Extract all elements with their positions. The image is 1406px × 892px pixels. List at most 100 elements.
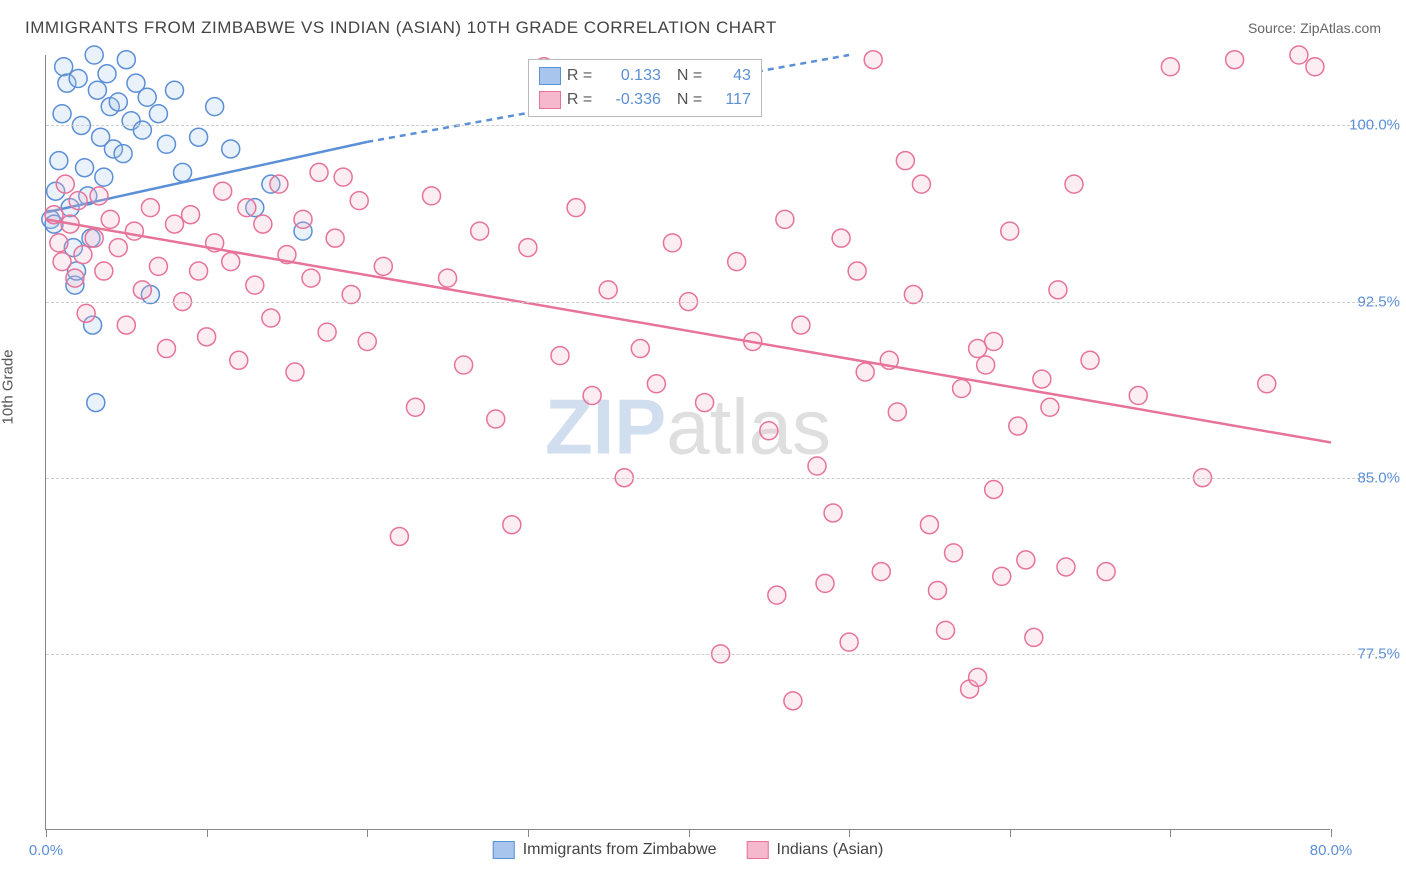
x-tick-label: 0.0% bbox=[29, 842, 63, 859]
data-point bbox=[1306, 58, 1324, 76]
legend-stat-row: R = -0.336 N = 117 bbox=[539, 88, 751, 112]
data-point bbox=[350, 192, 368, 210]
data-point bbox=[50, 234, 68, 252]
data-point bbox=[206, 98, 224, 116]
data-point bbox=[90, 187, 108, 205]
data-point bbox=[599, 281, 617, 299]
data-point bbox=[969, 340, 987, 358]
legend-swatch bbox=[539, 91, 561, 109]
data-point bbox=[471, 222, 489, 240]
data-point bbox=[776, 210, 794, 228]
data-point bbox=[920, 516, 938, 534]
data-point bbox=[358, 333, 376, 351]
legend-label: Indians (Asian) bbox=[777, 841, 884, 859]
data-point bbox=[77, 304, 95, 322]
data-point bbox=[945, 544, 963, 562]
data-point bbox=[840, 633, 858, 651]
data-point bbox=[1097, 563, 1115, 581]
data-point bbox=[166, 215, 184, 233]
data-point bbox=[334, 168, 352, 186]
stat-n-value: 117 bbox=[711, 91, 751, 109]
stat-n-label: N = bbox=[677, 67, 705, 85]
data-point bbox=[912, 175, 930, 193]
data-point bbox=[149, 105, 167, 123]
data-point bbox=[1226, 51, 1244, 69]
stat-n-label: N = bbox=[677, 91, 705, 109]
data-point bbox=[69, 192, 87, 210]
data-point bbox=[551, 347, 569, 365]
data-point bbox=[109, 239, 127, 257]
data-point bbox=[519, 239, 537, 257]
data-point bbox=[1081, 351, 1099, 369]
data-point bbox=[832, 229, 850, 247]
data-point bbox=[937, 621, 955, 639]
data-point bbox=[174, 163, 192, 181]
data-point bbox=[246, 276, 264, 294]
data-point bbox=[286, 363, 304, 381]
x-tick bbox=[207, 829, 208, 837]
data-point bbox=[406, 398, 424, 416]
data-point bbox=[374, 257, 392, 275]
data-point bbox=[583, 387, 601, 405]
stat-r-label: R = bbox=[567, 91, 595, 109]
chart-title: IMMIGRANTS FROM ZIMBABWE VS INDIAN (ASIA… bbox=[25, 18, 777, 38]
data-point bbox=[138, 88, 156, 106]
data-point bbox=[69, 69, 87, 87]
data-point bbox=[88, 81, 106, 99]
data-point bbox=[85, 46, 103, 64]
data-point bbox=[977, 356, 995, 374]
data-point bbox=[141, 199, 159, 217]
x-tick bbox=[1170, 829, 1171, 837]
data-point bbox=[190, 262, 208, 280]
data-point bbox=[270, 175, 288, 193]
data-point bbox=[166, 81, 184, 99]
data-point bbox=[455, 356, 473, 374]
data-point bbox=[190, 128, 208, 146]
data-point bbox=[487, 410, 505, 428]
data-point bbox=[310, 163, 328, 181]
legend-bottom: Immigrants from ZimbabweIndians (Asian) bbox=[493, 841, 884, 859]
data-point bbox=[864, 51, 882, 69]
legend-stat-row: R =0.133N =43 bbox=[539, 64, 751, 88]
data-point bbox=[1057, 558, 1075, 576]
chart-svg bbox=[46, 55, 1331, 830]
data-point bbox=[423, 187, 441, 205]
data-point bbox=[896, 152, 914, 170]
data-point bbox=[848, 262, 866, 280]
data-point bbox=[326, 229, 344, 247]
data-point bbox=[74, 246, 92, 264]
data-point bbox=[66, 269, 84, 287]
data-point bbox=[1161, 58, 1179, 76]
gridline-h bbox=[46, 654, 1375, 655]
data-point bbox=[567, 199, 585, 217]
stat-r-label: R = bbox=[567, 67, 595, 85]
data-point bbox=[1049, 281, 1067, 299]
data-point bbox=[1290, 46, 1308, 64]
legend-swatch bbox=[539, 67, 561, 85]
data-point bbox=[101, 210, 119, 228]
data-point bbox=[993, 567, 1011, 585]
data-point bbox=[663, 234, 681, 252]
data-point bbox=[1041, 398, 1059, 416]
legend-stats: R =0.133N =43R =-0.336N =117 bbox=[528, 59, 762, 117]
x-tick bbox=[849, 829, 850, 837]
source-label: Source: ZipAtlas.com bbox=[1248, 20, 1381, 36]
data-point bbox=[50, 152, 68, 170]
data-point bbox=[792, 316, 810, 334]
data-point bbox=[262, 309, 280, 327]
data-point bbox=[157, 135, 175, 153]
data-point bbox=[56, 175, 74, 193]
data-point bbox=[1017, 551, 1035, 569]
data-point bbox=[149, 257, 167, 275]
data-point bbox=[230, 351, 248, 369]
trend-line bbox=[46, 219, 1331, 442]
x-tick bbox=[1331, 829, 1332, 837]
y-tick-label: 85.0% bbox=[1357, 469, 1400, 486]
data-point bbox=[254, 215, 272, 233]
data-point bbox=[318, 323, 336, 341]
stat-r-value: -0.336 bbox=[601, 91, 661, 109]
data-point bbox=[182, 206, 200, 224]
title-bar: IMMIGRANTS FROM ZIMBABWE VS INDIAN (ASIA… bbox=[25, 18, 1381, 38]
data-point bbox=[76, 159, 94, 177]
data-point bbox=[117, 51, 135, 69]
